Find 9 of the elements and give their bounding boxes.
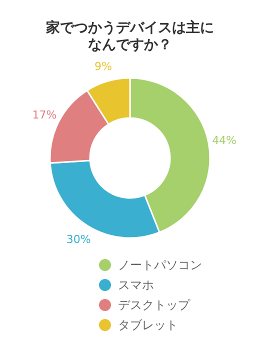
data-label: 9%: [94, 60, 112, 73]
legend-label: ノートパソコン: [118, 258, 202, 272]
chart-title: 家でつかうデバイスは主になんですか？: [45, 20, 215, 54]
data-label: 17%: [32, 108, 57, 122]
data-label: 44%: [212, 134, 237, 148]
legend-label: デスクトップ: [118, 298, 191, 312]
legend-label: スマホ: [118, 278, 154, 292]
data-label: 30%: [66, 233, 91, 246]
legend-label: タブレット: [118, 318, 178, 332]
